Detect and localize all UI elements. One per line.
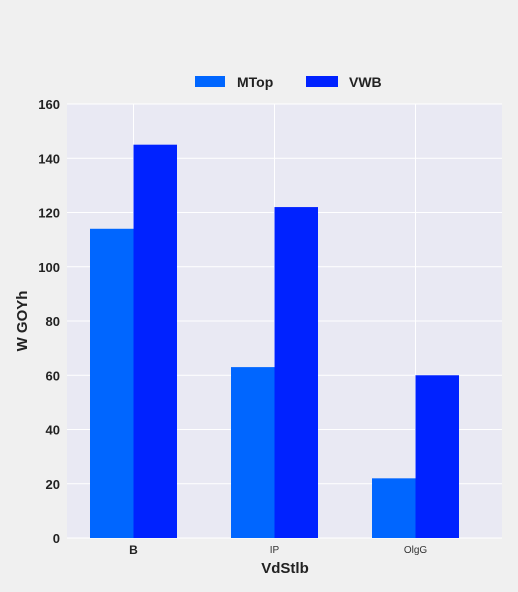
x-tick-label: OlgG xyxy=(404,545,428,556)
bar-mtop-olgg xyxy=(372,478,416,538)
x-axis-label: VdStlb xyxy=(261,560,309,577)
y-tick-label: 0 xyxy=(53,531,60,546)
y-tick-label: 20 xyxy=(46,477,60,492)
legend-swatch-vwb xyxy=(306,76,338,87)
legend: MTop VWB xyxy=(195,74,382,90)
y-tick-label: 120 xyxy=(38,206,60,221)
bar-mtop-ip xyxy=(231,367,275,538)
bar-mtop-b xyxy=(90,228,134,538)
x-tick-labels: B IP OlgG xyxy=(129,543,427,557)
y-tick-label: 60 xyxy=(46,368,60,383)
y-tick-label: 40 xyxy=(46,423,60,438)
y-tick-label: 160 xyxy=(38,97,60,112)
legend-label-vwb: VWB xyxy=(349,74,382,90)
legend-swatch-mtop xyxy=(195,76,225,87)
bars xyxy=(90,144,459,538)
x-tick-label: B xyxy=(129,543,138,557)
y-tick-label: 140 xyxy=(38,151,60,166)
y-tick-labels: 0 20 40 60 80 100 120 140 160 xyxy=(38,97,60,546)
y-axis-label: W GOYh xyxy=(14,291,31,352)
bar-vwb-ip xyxy=(274,207,318,538)
bar-vwb-b xyxy=(133,144,177,538)
x-tick-label: IP xyxy=(270,545,280,556)
y-tick-label: 80 xyxy=(46,314,60,329)
legend-label-mtop: MTop xyxy=(237,74,273,90)
y-tick-label: 100 xyxy=(38,260,60,275)
bar-vwb-olgg xyxy=(415,375,459,538)
